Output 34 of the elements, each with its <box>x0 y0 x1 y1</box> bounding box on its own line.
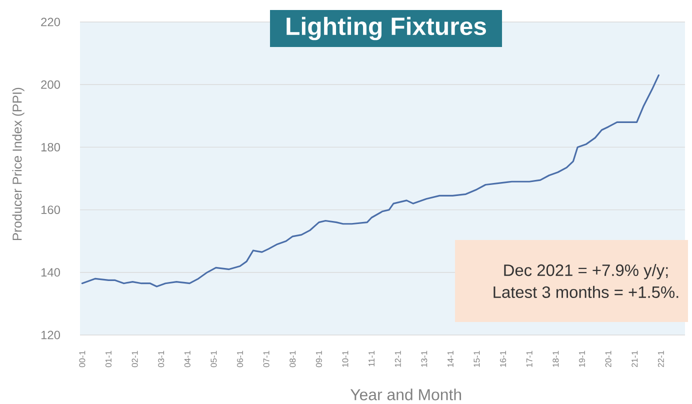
x-axis-title: Year and Month <box>350 388 462 400</box>
annotation: Latest 3 months = +1.5%. <box>494 286 678 298</box>
annotation: Dec 2021 = +7.9% y/y; <box>504 264 668 280</box>
chart-title: Lighting Fixtures <box>286 16 486 40</box>
x-tick-label: 18-1 <box>552 350 559 367</box>
x-tick-label: 05-1 <box>210 350 217 368</box>
x-tick-label: 03-1 <box>158 350 164 368</box>
y-tick-label: 200 <box>41 80 60 89</box>
x-tick-label: 11-1 <box>368 350 374 366</box>
x-tick-label: 00-1 <box>79 350 86 368</box>
x-tick-label: 13-1 <box>421 350 428 367</box>
x-tick-label: 09-1 <box>316 350 322 368</box>
x-tick-label: 10-1 <box>342 350 348 367</box>
y-tick-label: 120 <box>41 330 60 340</box>
x-tick-label: 14-1 <box>448 350 454 367</box>
x-tick-label: 06-1 <box>237 350 244 368</box>
x-tick-label: 15-1 <box>474 350 480 367</box>
x-tick-label: 07-1 <box>263 350 270 368</box>
x-tick-label: 12-1 <box>394 350 401 367</box>
y-tick-label: 140 <box>41 268 60 277</box>
y-tick-label: 180 <box>41 142 60 152</box>
x-tick-label: 21-1 <box>632 350 638 368</box>
x-tick-label: 16-1 <box>500 350 506 367</box>
x-tick-label: 01-1 <box>106 350 112 368</box>
x-tick-label: 20-1 <box>605 350 612 368</box>
y-axis-title: Producer Price Index (PPI) <box>12 88 24 240</box>
x-tick-label: 22-1 <box>658 350 664 368</box>
y-tick-label: 160 <box>41 206 60 214</box>
x-tick-label: 02-1 <box>132 350 138 368</box>
x-tick-label: 08-1 <box>290 350 296 368</box>
x-tick-label: 19-1 <box>578 350 585 367</box>
y-tick-label: 220 <box>41 18 60 26</box>
x-tick-label: 17-1 <box>526 350 532 367</box>
x-tick-label: 04-1 <box>184 350 190 368</box>
